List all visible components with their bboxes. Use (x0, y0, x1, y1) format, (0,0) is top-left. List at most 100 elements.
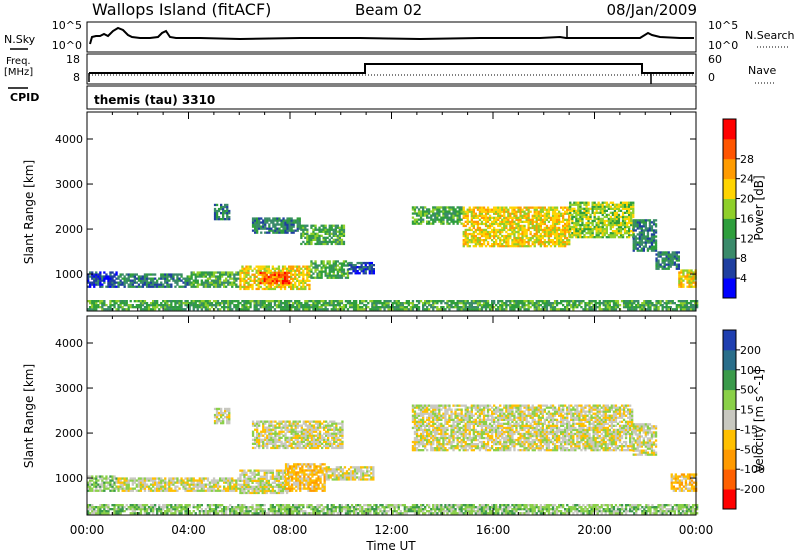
power-cell (278, 231, 281, 234)
cpid-label: CPID (10, 91, 39, 104)
power-cell (231, 271, 234, 274)
power-cell (468, 228, 471, 232)
power-cell (89, 306, 92, 309)
power-cell (95, 273, 98, 276)
velocity-cell (281, 469, 285, 472)
power-cell (560, 308, 563, 311)
power-cell (334, 240, 337, 244)
power-cell (446, 216, 449, 219)
power-cell (474, 234, 477, 238)
velocity-cell (263, 487, 266, 491)
power-cell (166, 281, 169, 284)
power-cell (304, 279, 307, 282)
power-cell (264, 221, 267, 224)
power-cell (566, 236, 569, 240)
power-cell (326, 304, 329, 307)
power-cell (682, 285, 685, 288)
power-cell (267, 285, 270, 289)
velocity-cell (265, 477, 268, 480)
power-cell (314, 276, 317, 279)
power-cell (543, 214, 546, 217)
power-cell (113, 285, 116, 288)
power-cell (470, 212, 473, 215)
power-cell (93, 277, 96, 280)
power-cell (505, 300, 508, 303)
power-cell (639, 308, 642, 311)
power-cell (505, 234, 508, 238)
power-cell (613, 217, 617, 221)
power-cell (419, 300, 423, 303)
power-cell (688, 271, 691, 274)
velocity-cell (89, 489, 92, 492)
power-cell (603, 234, 606, 237)
velocity-cell (186, 487, 189, 490)
power-cell (462, 222, 465, 226)
power-cell (686, 277, 689, 280)
velocity-cell (168, 479, 171, 482)
power-cell (141, 308, 145, 311)
power-cell (595, 225, 598, 229)
power-cell (533, 226, 536, 230)
power-cell (612, 304, 616, 307)
velocity-cell (204, 483, 207, 486)
power-cell (603, 232, 606, 235)
velocity-cell (245, 481, 248, 484)
power-cell (336, 242, 339, 246)
velocity-cell (241, 479, 244, 482)
power-cell (594, 308, 597, 311)
power-cell (594, 304, 597, 307)
power-cell (636, 225, 639, 228)
power-cell (553, 232, 557, 236)
power-cell (397, 304, 400, 307)
power-cell (462, 234, 465, 238)
velocity-cell (141, 479, 145, 482)
power-cell (553, 243, 557, 246)
velocity-cell (198, 489, 201, 492)
power-cell (249, 267, 252, 270)
power-cell (256, 227, 259, 230)
power-cell (619, 232, 623, 235)
power-cell (673, 251, 676, 254)
power-cell (200, 283, 203, 286)
power-cell (619, 230, 623, 233)
power-cell (298, 279, 301, 282)
power-cell (488, 214, 492, 217)
power-cell (312, 272, 315, 275)
power-colorbar-label: Power [dB] (752, 175, 766, 240)
power-cell (450, 220, 453, 223)
power-cell (208, 308, 212, 311)
power-cell (562, 216, 565, 219)
power-cell (123, 281, 126, 284)
power-cell (478, 214, 482, 217)
power-cell (606, 306, 609, 309)
power-cell (450, 218, 453, 221)
power-cell (631, 304, 634, 307)
power-cell (283, 304, 287, 307)
power-cell (495, 234, 498, 238)
power-cell (622, 302, 626, 305)
power-cell (318, 276, 321, 279)
velocity-cell (284, 473, 288, 476)
power-cell (580, 300, 583, 303)
power-cell (141, 304, 145, 307)
power-cell (466, 241, 469, 244)
power-cell (288, 221, 291, 224)
power-cell (176, 281, 179, 284)
power-cell (292, 283, 295, 287)
power-cell (186, 304, 189, 307)
power-cell (665, 257, 668, 260)
power-cell (571, 217, 574, 221)
power-cell (296, 223, 299, 226)
power-cell (306, 236, 309, 239)
power-cell (649, 304, 652, 307)
power-cell (186, 300, 189, 303)
power-cell (206, 283, 210, 286)
power-cell (517, 210, 520, 213)
station-title: Wallops Island (fitACF) (92, 0, 271, 19)
power-cell (575, 217, 578, 221)
power-cell (314, 304, 317, 307)
velocity-cell (231, 481, 234, 484)
power-cell (204, 285, 207, 288)
power-cell (501, 245, 504, 248)
power-cell (370, 272, 373, 275)
